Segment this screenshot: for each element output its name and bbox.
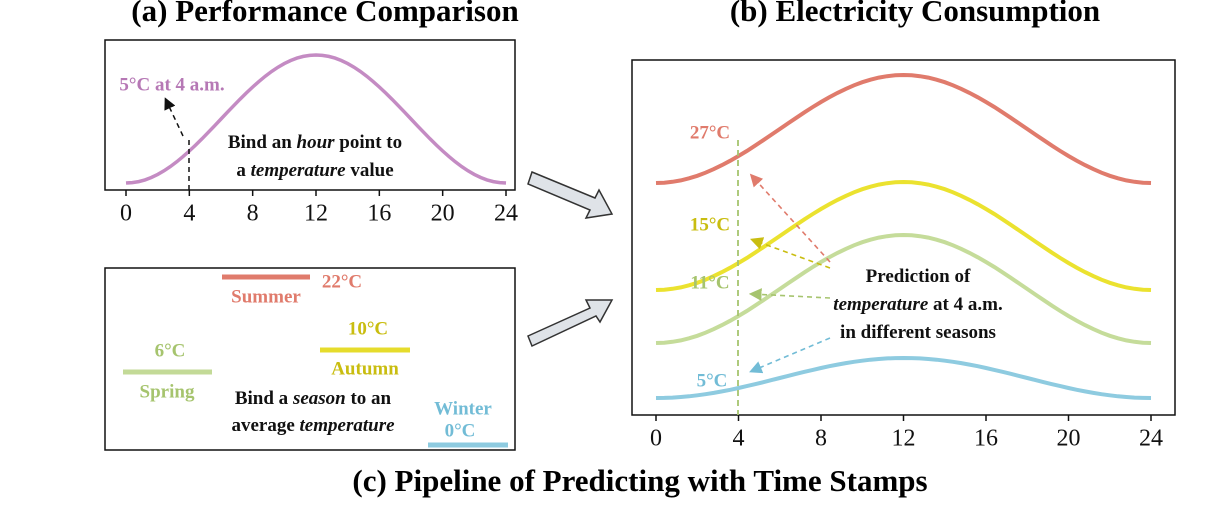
annotation: in different seasons bbox=[840, 322, 996, 343]
temp-label: 11°C bbox=[690, 272, 729, 293]
x-axis: 0 4 8 12 16 20 24 bbox=[120, 190, 518, 227]
curve bbox=[655, 72, 1152, 185]
text: temperature bbox=[300, 415, 396, 436]
text: at 4 a.m. bbox=[928, 294, 1002, 315]
caption: Bind an hour point to bbox=[228, 132, 402, 153]
curve bbox=[655, 355, 1152, 400]
panel-c-box bbox=[104, 267, 516, 451]
annotation: temperature at 4 a.m. bbox=[833, 294, 1002, 315]
text: value bbox=[346, 160, 394, 181]
footer-title: (c) Pipeline of Predicting with Time Sta… bbox=[352, 463, 927, 498]
block-arrow bbox=[527, 299, 614, 348]
x-tick-label: 16 bbox=[974, 426, 998, 452]
caption: a temperature value bbox=[236, 160, 393, 181]
text: Bind a bbox=[235, 388, 293, 409]
caption: Bind a season to an bbox=[235, 388, 392, 409]
x-tick-label: 8 bbox=[815, 426, 827, 452]
temp-label: 5°C bbox=[697, 370, 728, 391]
season-label: Winter bbox=[434, 398, 492, 419]
x-tick-label: 24 bbox=[1139, 426, 1163, 452]
season-label: Summer bbox=[231, 286, 301, 307]
panel-a-title: (a) Performance Comparison bbox=[131, 0, 518, 28]
season-label: Autumn bbox=[331, 358, 399, 379]
x-tick-label: 20 bbox=[431, 201, 455, 227]
temp-label: 0°C bbox=[445, 420, 476, 441]
block-arrow bbox=[527, 170, 614, 219]
caption: average temperature bbox=[231, 415, 395, 436]
x-axis: 0 4 8 12 16 20 24 bbox=[650, 415, 1163, 452]
x-tick-label: 20 bbox=[1057, 426, 1081, 452]
panel-a-box bbox=[104, 39, 516, 191]
curves bbox=[655, 72, 1152, 400]
x-tick-label: 0 bbox=[120, 201, 132, 227]
temp-label: 15°C bbox=[690, 214, 730, 235]
text: point to bbox=[335, 132, 403, 153]
text: average bbox=[231, 415, 299, 436]
text: temperature bbox=[833, 294, 929, 315]
text: in different seasons bbox=[840, 322, 996, 343]
arrow bbox=[748, 288, 831, 301]
arrow bbox=[749, 337, 831, 374]
arrow bbox=[164, 97, 184, 137]
x-tick-label: 0 bbox=[650, 426, 662, 452]
text: a bbox=[236, 160, 250, 181]
x-tick-label: 4 bbox=[733, 426, 745, 452]
text: Prediction of bbox=[866, 266, 971, 287]
text: to an bbox=[346, 388, 392, 409]
text: hour bbox=[297, 132, 336, 153]
temp-label: 27°C bbox=[690, 122, 730, 143]
season-label: Spring bbox=[140, 381, 195, 402]
annotation: Prediction of bbox=[866, 266, 971, 287]
temp-label: 6°C bbox=[155, 340, 186, 361]
x-tick-label: 4 bbox=[183, 201, 195, 227]
text: Bind an bbox=[228, 132, 297, 153]
x-tick-label: 12 bbox=[304, 201, 328, 227]
annotation: 5°C at 4 a.m. bbox=[119, 74, 224, 95]
arrow bbox=[749, 173, 831, 263]
x-tick-label: 8 bbox=[247, 201, 259, 227]
panel-b-box bbox=[631, 59, 1176, 416]
x-tick-label: 24 bbox=[494, 201, 518, 227]
temp-label: 22°C bbox=[322, 271, 362, 292]
panel-b-title: (b) Electricity Consumption bbox=[730, 0, 1100, 28]
temp-label: 10°C bbox=[348, 318, 388, 339]
text: season bbox=[292, 388, 346, 409]
x-tick-label: 12 bbox=[892, 426, 916, 452]
arrow bbox=[749, 237, 831, 269]
x-tick-label: 16 bbox=[367, 201, 391, 227]
text: temperature bbox=[251, 160, 347, 181]
